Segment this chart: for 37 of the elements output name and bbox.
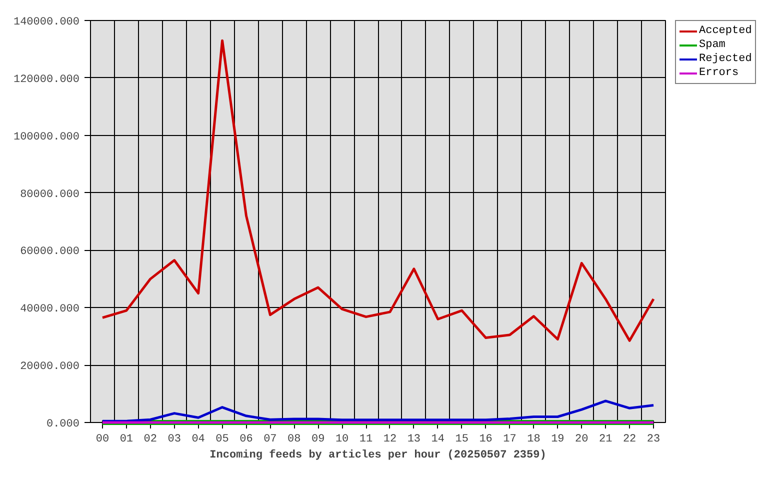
x-tick-label: 05 — [216, 434, 229, 446]
x-tick-label: 22 — [622, 434, 636, 446]
x-tick-label: 17 — [503, 434, 516, 446]
x-tick-label: 16 — [479, 434, 492, 446]
x-tick-label: 01 — [120, 434, 134, 446]
x-tick-label: 00 — [96, 434, 110, 446]
legend-label: Accepted — [699, 24, 752, 38]
x-tick-label: 02 — [144, 434, 157, 446]
y-tick-label: 40000.000 — [20, 304, 80, 316]
x-tick-label: 12 — [383, 434, 397, 446]
x-tick-label: 14 — [431, 434, 445, 446]
x-tick-label: 03 — [168, 434, 181, 446]
x-tick-label: 13 — [407, 434, 421, 446]
x-axis-title: Incoming feeds by articles per hour (20250507 2359) — [210, 448, 546, 462]
x-tick-label: 21 — [599, 434, 613, 446]
y-tick-label: 120000.000 — [13, 74, 80, 86]
y-tick-label: 0.000 — [46, 418, 80, 430]
y-tick-label: 60000.000 — [20, 246, 80, 258]
x-tick-label: 10 — [335, 434, 349, 446]
y-tick-label: 20000.000 — [20, 361, 80, 374]
x-tick-label: 11 — [359, 434, 374, 446]
x-tick-label: 04 — [192, 434, 206, 446]
x-tick-label: 08 — [288, 434, 301, 446]
legend-label: Spam — [699, 38, 726, 52]
y-tick-label: 80000.000 — [20, 188, 80, 201]
x-tick-label: 07 — [264, 434, 277, 446]
legend-label: Rejected — [699, 52, 752, 66]
y-tick-label: 100000.000 — [13, 131, 80, 144]
legend-label: Errors — [699, 66, 739, 80]
x-tick-label: 23 — [646, 434, 660, 446]
x-tick-label: 19 — [551, 434, 564, 446]
x-tick-label: 18 — [527, 434, 540, 446]
x-tick-label: 06 — [240, 434, 253, 446]
y-tick-label: 140000.000 — [13, 16, 80, 28]
x-tick-label: 20 — [575, 434, 588, 446]
x-tick-label: 09 — [312, 434, 325, 446]
x-tick-label: 15 — [455, 434, 468, 446]
